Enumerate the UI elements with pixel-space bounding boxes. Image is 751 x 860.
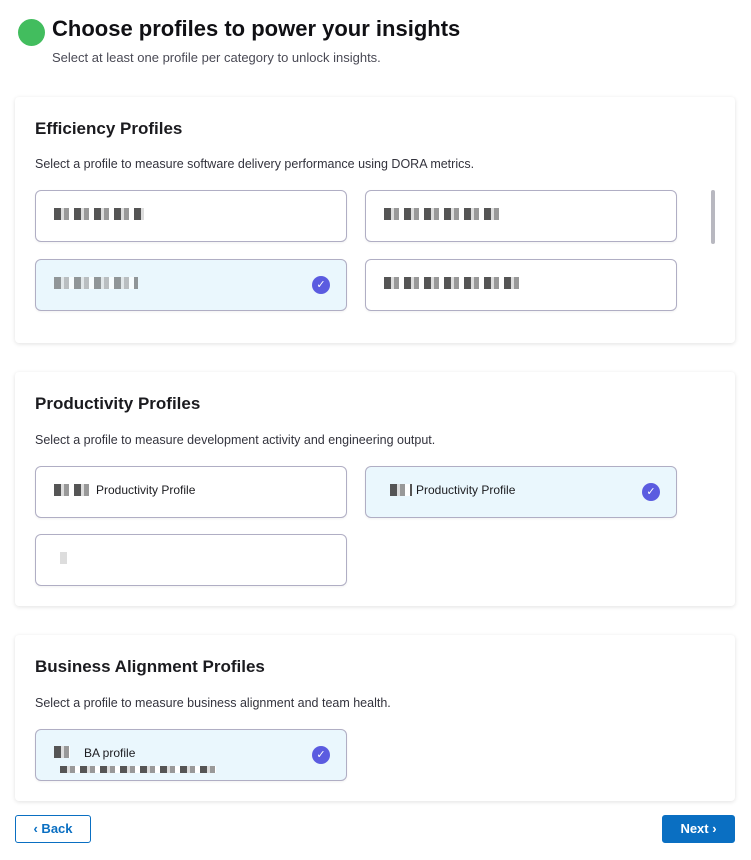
profile-tile-selected[interactable]: BA profile ✓ bbox=[35, 729, 347, 781]
profile-tile-selected[interactable]: Productivity Profile ✓ bbox=[365, 466, 677, 518]
section-description: Select a profile to measure software del… bbox=[35, 157, 475, 171]
scrollbar[interactable] bbox=[711, 190, 715, 244]
back-button[interactable]: ‹ Back bbox=[15, 815, 91, 843]
profile-tile[interactable] bbox=[365, 259, 677, 311]
check-icon: ✓ bbox=[312, 746, 330, 764]
profile-tile[interactable] bbox=[365, 190, 677, 242]
section-title: Business Alignment Profiles bbox=[35, 657, 265, 676]
profile-name: Productivity Profile bbox=[416, 483, 516, 497]
section-description: Select a profile to measure development … bbox=[35, 433, 436, 447]
redacted-name bbox=[54, 208, 144, 220]
profile-tile[interactable] bbox=[35, 190, 347, 242]
section-description: Select a profile to measure business ali… bbox=[35, 696, 391, 710]
section-title: Efficiency Profiles bbox=[35, 119, 183, 138]
page-title: Choose profiles to power your insights bbox=[52, 16, 461, 41]
redacted-name bbox=[60, 552, 67, 564]
next-button[interactable]: Next › bbox=[662, 815, 735, 843]
profile-tile[interactable] bbox=[35, 534, 347, 586]
redacted-name bbox=[384, 277, 524, 289]
redacted-name bbox=[54, 277, 138, 289]
redacted-description bbox=[60, 766, 216, 773]
redacted-name bbox=[390, 484, 412, 496]
redacted-name bbox=[384, 208, 502, 220]
profile-tile-selected[interactable]: ✓ bbox=[35, 259, 347, 311]
profile-tile[interactable]: Productivity Profile bbox=[35, 466, 347, 518]
redacted-icon bbox=[54, 746, 70, 758]
profile-name: Productivity Profile bbox=[96, 483, 196, 497]
profile-name: BA profile bbox=[84, 746, 136, 760]
pinwheel-icon bbox=[18, 19, 45, 46]
section-title: Productivity Profiles bbox=[35, 394, 201, 413]
redacted-name bbox=[54, 484, 92, 496]
check-icon: ✓ bbox=[312, 276, 330, 294]
check-icon: ✓ bbox=[642, 483, 660, 501]
efficiency-section: Efficiency Profiles Select a profile to … bbox=[15, 97, 735, 343]
business-alignment-section: Business Alignment Profiles Select a pro… bbox=[15, 635, 735, 801]
page-subtitle: Select at least one profile per category… bbox=[52, 50, 381, 65]
productivity-section: Productivity Profiles Select a profile t… bbox=[15, 372, 735, 606]
